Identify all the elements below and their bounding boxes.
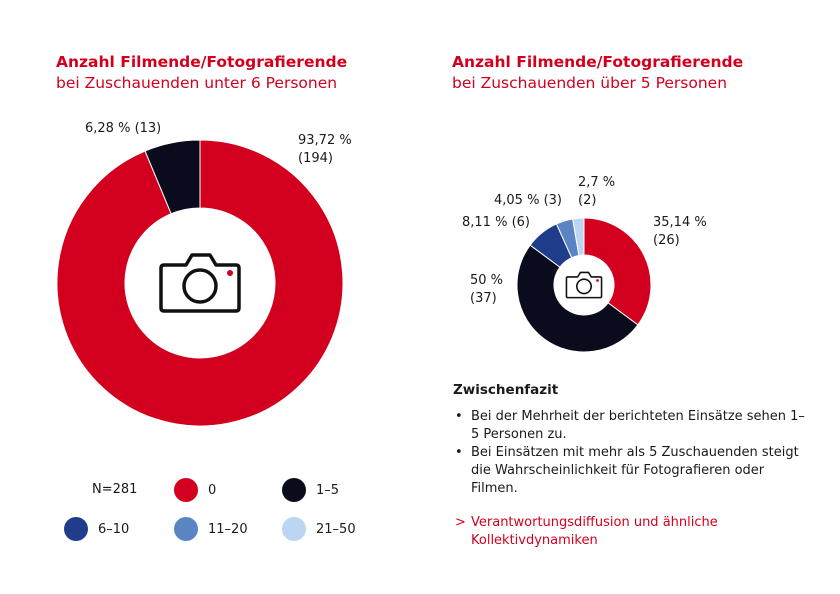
legend-label: 6–10 (98, 521, 130, 537)
chart-title: Anzahl Filmende/Fotografierende (56, 53, 348, 71)
legend-label: 21–50 (316, 521, 356, 537)
slice-label-right-0: 35,14 % (26) (653, 215, 707, 248)
camera-icon (565, 271, 603, 299)
legend-swatch (174, 478, 198, 502)
further-link[interactable]: > Verantwortungsdiffusion und ähnliche K… (453, 514, 813, 550)
slice-label-right-6-10: 8,11 % (6) (462, 215, 530, 230)
legend-swatch (282, 478, 306, 502)
donut-slice-0 (583, 217, 652, 326)
slice-label-right-11-20: 4,05 % (3) (494, 193, 562, 208)
legend-item-0: 0 (174, 478, 216, 502)
slice-label-right-21-50: 2,7 % (2) (578, 175, 616, 208)
chart-title: Anzahl Filmende/Fotografierende (452, 53, 744, 71)
summary-heading: Zwischenfazit (453, 382, 559, 398)
donut-slice-21-50 (572, 217, 585, 257)
donut-slice-1-5 (144, 139, 201, 215)
legend-item-21-50: 21–50 (282, 517, 356, 541)
legend-item-1-5: 1–5 (282, 478, 339, 502)
chart-subtitle: bei Zuschauenden über 5 Personen (452, 74, 728, 92)
chart-title-right: Anzahl Filmende/Fotografierende bei Zusc… (452, 52, 743, 94)
further-link-text: Verantwortungsdiffusion und ähnliche Kol… (471, 515, 718, 548)
chart-title-left: Anzahl Filmende/Fotografierende bei Zusc… (56, 52, 347, 94)
legend-item-11-20: 11–20 (174, 517, 248, 541)
summary-bullet: Bei der Mehrheit der berichteten Einsätz… (453, 408, 813, 444)
chart-subtitle: bei Zuschauenden unter 6 Personen (56, 74, 338, 92)
camera-icon (159, 253, 241, 313)
legend-label: 11–20 (208, 521, 248, 537)
summary-list: Bei der Mehrheit der berichteten Einsätz… (453, 408, 813, 498)
slice-label-left-1-5: 6,28 % (13) (85, 121, 162, 136)
legend-swatch (64, 517, 88, 541)
legend-label: 1–5 (316, 482, 340, 498)
legend-n-total: N=281 (92, 482, 138, 497)
legend-item-6-10: 6–10 (64, 517, 129, 541)
slice-label-left-0: 93,72 % (194) (298, 133, 352, 166)
donut-slice-1-5 (516, 244, 639, 353)
summary-box: Zwischenfazit Bei der Mehrheit der beric… (453, 381, 813, 550)
donut-slice-0 (56, 139, 344, 427)
chevron-right-icon: > (455, 515, 466, 530)
slice-label-right-1-5: 50 % (37) (470, 273, 504, 306)
legend-swatch (282, 517, 306, 541)
summary-bullet: Bei Einsätzen mit mehr als 5 Zuschauende… (453, 444, 813, 498)
legend-swatch (174, 517, 198, 541)
legend-label: 0 (208, 482, 217, 498)
